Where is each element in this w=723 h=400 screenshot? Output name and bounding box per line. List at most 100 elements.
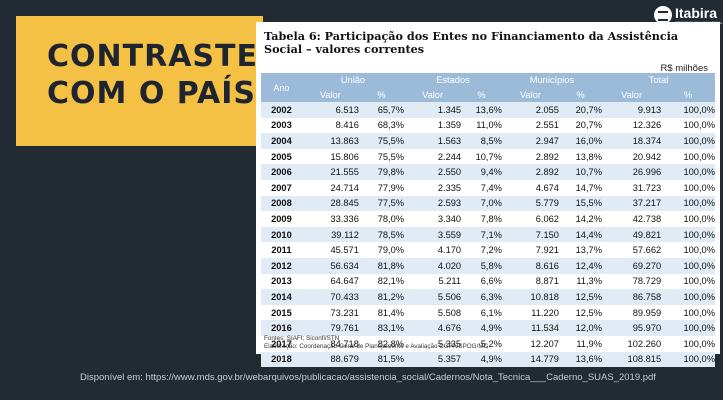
table-row: 2006 21.555 79,8% 2.550 9,4% 2.892 10,7% 26.996… xyxy=(261,164,715,180)
table-cell: 1.345 xyxy=(404,102,462,118)
table-cell: 15,5% xyxy=(558,195,602,212)
table-cell: 13.863 xyxy=(301,133,359,149)
table-cell: 6,1% xyxy=(461,304,502,321)
table-cell: 75,5% xyxy=(358,148,405,165)
header-group-estados: Estados xyxy=(404,73,502,87)
table-cell: 11.534 xyxy=(501,320,559,336)
table-cell: 2.551 xyxy=(501,117,559,134)
year-cell: 2003 xyxy=(261,117,302,134)
table-cell: 9,4% xyxy=(461,164,502,180)
table-cell: 100,0% xyxy=(661,257,715,274)
year-cell: 2017 xyxy=(261,335,302,352)
table-cell: 5.508 xyxy=(404,304,462,321)
table-cell: 37.217 xyxy=(602,195,662,212)
table-cell: 77,9% xyxy=(358,179,405,196)
header-valor: Valor xyxy=(301,87,359,102)
table-cell: 100,0% xyxy=(661,148,715,165)
table-cell: 49.821 xyxy=(602,226,662,243)
slide-headline: CONTRASTE COM O PAÍS xyxy=(47,38,267,112)
source-caption: Disponível em: https://www.mds.gov.br/we… xyxy=(80,372,656,383)
table-cell: 102.260 xyxy=(602,335,662,352)
table-cell: 100,0% xyxy=(661,273,715,290)
table-cell: 8.616 xyxy=(501,257,559,274)
table-cell: 84.718 xyxy=(301,335,359,352)
table-cell: 13,7% xyxy=(558,242,602,258)
table-cell: 100,0% xyxy=(661,242,715,258)
table-row: 2009 33.336 78,0% 3.340 7,8% 6.062 14,2% 42.738… xyxy=(261,211,715,227)
table-cell: 20,7% xyxy=(558,117,602,134)
table-cell: 5.506 xyxy=(404,289,462,305)
table-cell: 5.357 xyxy=(404,351,462,368)
headline-line-1: CONTRASTE xyxy=(47,39,258,74)
year-cell: 2011 xyxy=(261,242,302,258)
table-cell: 10,7% xyxy=(558,164,602,180)
table-cell: 7,1% xyxy=(461,226,502,243)
header-pct: % xyxy=(558,87,602,102)
year-cell: 2018 xyxy=(261,351,302,368)
table-cell: 6.062 xyxy=(501,211,559,227)
header-pct: % xyxy=(461,87,502,102)
table-cell: 2.335 xyxy=(404,179,462,196)
table-cell: 100,0% xyxy=(661,164,715,180)
table-row: 2002 6.513 65,7% 1.345 13,6% 2.055 20,7% 9.913 1… xyxy=(261,102,715,118)
table-row: 2008 28.845 77,5% 2.593 7,0% 5.779 15,5% 37.217… xyxy=(261,195,715,212)
table-cell: 4,9% xyxy=(461,351,502,368)
table-cell: 1.563 xyxy=(404,133,462,149)
year-cell: 2006 xyxy=(261,164,302,180)
table-cell: 8,5% xyxy=(461,133,502,149)
table-cell: 3.559 xyxy=(404,226,462,243)
table-title: Tabela 6: Participação dos Entes no Fina… xyxy=(264,29,679,56)
table-cell: 15.806 xyxy=(301,148,359,165)
table-cell: 2.244 xyxy=(404,148,462,165)
table-cell: 77,5% xyxy=(358,195,405,212)
table-cell: 14.779 xyxy=(501,351,559,368)
table-cell: 13,6% xyxy=(461,102,502,118)
table-cell: 100,0% xyxy=(661,304,715,321)
table-cell: 78,0% xyxy=(358,211,405,227)
table-cell: 6,3% xyxy=(461,289,502,305)
table-cell: 12,0% xyxy=(558,320,602,336)
table-cell: 8.871 xyxy=(501,273,559,290)
header-group-total: Total xyxy=(602,73,715,87)
table-cell: 9.913 xyxy=(602,102,662,118)
table-cell: 2.593 xyxy=(404,195,462,212)
table-row: 2012 56.634 81,8% 4.020 5,8% 8.616 12,4% 69.270… xyxy=(261,257,715,274)
logo-icon xyxy=(654,6,672,24)
header-group-municipios: Municípios xyxy=(501,73,602,87)
table-cell: 21.555 xyxy=(301,164,359,180)
table-cell: 82,8% xyxy=(358,335,405,352)
year-cell: 2009 xyxy=(261,211,302,227)
table-cell: 26.996 xyxy=(602,164,662,180)
table-row: 2011 45.571 79,0% 4.170 7,2% 7.921 13,7% 57.662… xyxy=(261,242,715,258)
year-cell: 2015 xyxy=(261,304,302,321)
table-cell: 12.207 xyxy=(501,335,559,352)
table-cell: 4.676 xyxy=(404,320,462,336)
table-cell: 86.758 xyxy=(602,289,662,305)
table-cell: 7,2% xyxy=(461,242,502,258)
table-cell: 65,7% xyxy=(358,102,405,118)
source-line-2: Elaboração: Coordenação-Geral de Planeja… xyxy=(264,343,489,350)
table-cell: 18.374 xyxy=(602,133,662,149)
table-cell: 100,0% xyxy=(661,133,715,149)
table-cell: 16,0% xyxy=(558,133,602,149)
table-cell: 73.231 xyxy=(301,304,359,321)
table-row: 2018 88.679 81,5% 5.357 4,9% 14.779 13,6% 108.8… xyxy=(261,351,715,368)
table-cell: 57.662 xyxy=(602,242,662,258)
table-cell: 5.779 xyxy=(501,195,559,212)
table-cell: 100,0% xyxy=(661,102,715,118)
table-cell: 68,3% xyxy=(358,117,405,134)
table-cell: 81,4% xyxy=(358,304,405,321)
table-cell: 12,5% xyxy=(558,289,602,305)
table-cell: 7.921 xyxy=(501,242,559,258)
table-cell: 5.211 xyxy=(404,273,462,290)
table-cell: 14,2% xyxy=(558,211,602,227)
table-document: Tabela 6: Participação dos Entes no Fina… xyxy=(256,22,720,368)
table-cell: 2.947 xyxy=(501,133,559,149)
year-cell: 2014 xyxy=(261,289,302,305)
table-cell: 79,0% xyxy=(358,242,405,258)
table-cell: 4.170 xyxy=(404,242,462,258)
table-cell: 2.892 xyxy=(501,148,559,165)
table-row: 2007 24.714 77,9% 2.335 7,4% 4.674 14,7% 31.723… xyxy=(261,179,715,196)
header-pct: % xyxy=(661,87,715,102)
table-cell: 12,5% xyxy=(558,304,602,321)
